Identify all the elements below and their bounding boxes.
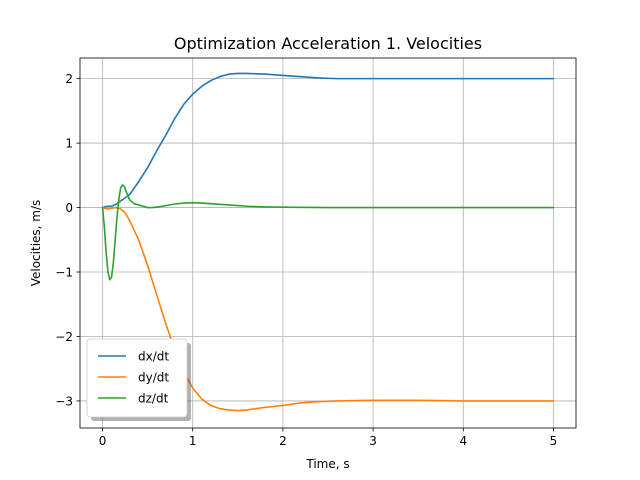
y-axis-label: Velocities, m/s — [29, 200, 43, 287]
legend-label: dy/dt — [138, 371, 169, 385]
x-tick-label: 5 — [550, 434, 558, 448]
x-tick-label: 1 — [189, 434, 197, 448]
y-tick-label: 2 — [65, 72, 73, 86]
legend-label: dx/dt — [138, 350, 169, 364]
x-tick-label: 4 — [459, 434, 467, 448]
legend-entries: dx/dt dy/dt dz/dt — [98, 350, 169, 406]
y-tick-label: −3 — [55, 394, 73, 408]
chart-title: Optimization Acceleration 1. Velocities — [174, 34, 482, 53]
series-line-dx-dt — [101, 72, 555, 209]
x-tick-label: 3 — [369, 434, 377, 448]
y-tick-label: −1 — [55, 266, 73, 280]
x-tick-label: 0 — [99, 434, 107, 448]
x-tick-label: 2 — [279, 434, 287, 448]
legend-label: dz/dt — [138, 392, 169, 406]
series-layer — [101, 72, 555, 412]
series-line-dy-dt — [101, 206, 555, 412]
plot-frame — [79, 57, 577, 429]
y-tick-label: 1 — [65, 137, 73, 151]
legend: dx/dt dy/dt dz/dt — [86, 338, 191, 421]
legend-box — [86, 338, 188, 418]
series-line-dz-dt — [101, 184, 555, 281]
x-axis-label: Time, s — [305, 457, 349, 471]
y-tick-label: −2 — [55, 330, 73, 344]
ticks: 0 1 2 3 4 5 −3 −2 −1 0 1 2 — [55, 72, 557, 448]
y-tick-label: 0 — [65, 201, 73, 215]
